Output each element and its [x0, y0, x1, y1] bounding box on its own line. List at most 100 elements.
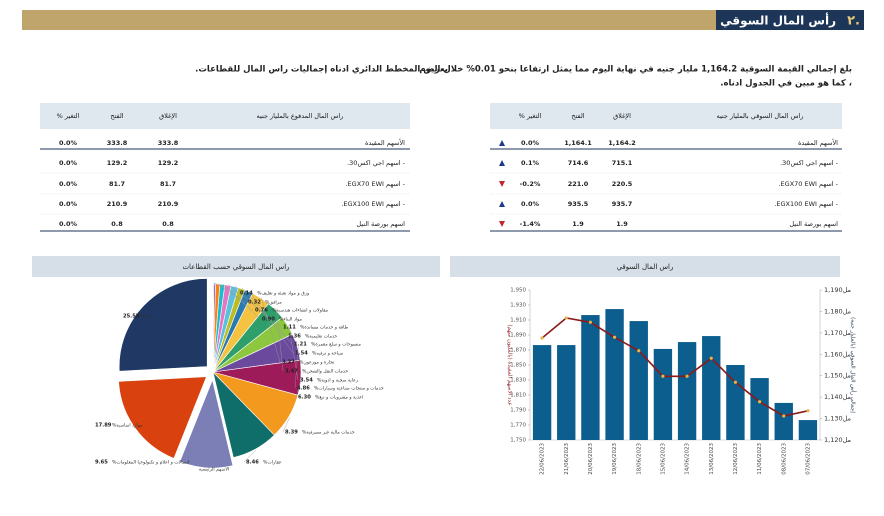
leader-line: [276, 309, 284, 372]
column-header: % التغير: [57, 112, 80, 120]
y-tick-label: 1,850: [510, 363, 526, 369]
pie-category-label: %رعاية صحية و ادوية: [317, 378, 358, 384]
chart-title-bar: [450, 256, 840, 277]
leader-line: [294, 346, 299, 389]
column-header: الإغلاق: [613, 112, 631, 120]
line-marker: [588, 320, 593, 324]
row-label: اسهم بورصة النيل: [789, 220, 838, 228]
cell: 0.0%: [59, 139, 78, 147]
change-arrow: [499, 160, 505, 166]
x-tick-label: 22/06/2023: [540, 443, 546, 475]
cell: 1,164.2: [608, 139, 636, 147]
pie-category-label: %عقارات: [263, 460, 282, 466]
pie-value-label: 0.14: [240, 291, 253, 297]
pie-slice: [212, 283, 215, 373]
x-tick-label: 07/06/2023: [805, 443, 811, 475]
cell: 0.8: [162, 220, 174, 228]
pie-value-label: 6.30: [298, 395, 311, 401]
y-tick-label: 1,790: [510, 408, 526, 414]
cell: 220.5: [612, 180, 633, 188]
intro-right: بلغ إجمالي القيمة السوقية 1,164.2 مليار …: [419, 65, 852, 75]
pie-category-label: %منسوجات و سلع معمرة: [311, 342, 361, 348]
line-marker: [733, 380, 738, 384]
line-marker: [540, 336, 544, 340]
x-tick-label: 12/06/2023: [733, 443, 739, 475]
cell: 935.7: [612, 200, 633, 208]
intro-left: يعرض المخطط الدائري ادناه إجماليات راس ا…: [195, 65, 448, 75]
pie-category-label: %اتصالات و اعلام و تكنولوجيا المعلومات: [112, 460, 189, 466]
pie-value-label: 1.21: [294, 342, 307, 348]
leader-line: [261, 297, 281, 363]
chart-title: راس المال السوقي حسب القطاعات: [182, 263, 289, 271]
pie-category-label: %موارد اساسية: [112, 423, 143, 429]
y-tick-label: 1,830: [510, 378, 526, 384]
intro-right: ، كما هو مبين في الجدول ادناه.: [720, 79, 852, 89]
pie-value-label: 3.37: [282, 360, 295, 366]
pie-value-label: 1.11: [283, 325, 296, 331]
line-marker: [709, 356, 713, 360]
cell: 129.2: [158, 159, 179, 167]
y-tick-label: 1,810: [510, 393, 526, 399]
y-tick-label: 1,890: [510, 333, 526, 339]
row-label: - اسهم EGX100 EWI.: [341, 200, 405, 208]
cell: -1.4%: [520, 220, 541, 228]
cell: 714.6: [568, 159, 589, 167]
pie-value-label: 17.89: [95, 423, 112, 429]
y2-tick-label: مل1,130: [824, 415, 851, 423]
x-tick-label: 14/06/2023: [685, 443, 691, 475]
cell: 1,164.1: [564, 139, 592, 147]
y-tick-label: 1,750: [510, 438, 526, 444]
leader-line: [248, 290, 294, 354]
y2-tick-label: مل1,160: [824, 350, 851, 358]
change-arrow: [499, 181, 505, 187]
y2-tick-label: مل1,180: [824, 307, 851, 315]
x-tick-label: 08/06/2023: [781, 443, 787, 475]
chart-title: راس المال السوقي: [617, 263, 674, 271]
line: [541, 317, 809, 417]
y-tick-label: 1,930: [510, 303, 526, 309]
leader-line: [282, 417, 290, 433]
x-tick-label: 11/06/2023: [757, 443, 763, 475]
cell: 210.9: [158, 200, 179, 208]
x-tick-label: 19/06/2023: [612, 443, 618, 475]
content: راس المال السوقي بالمليار جنيه الإغلاق الف…: [40, 103, 858, 475]
table-header-bg: [490, 103, 842, 129]
pie-category-label: %اغذية و مشروبات و تبغ: [315, 395, 363, 401]
table-header-bg: [40, 103, 410, 129]
pie-value-label: 0.76: [255, 308, 268, 314]
row-label: - اسهم اجي اكس30.: [347, 159, 406, 167]
leader-line: [227, 284, 282, 328]
row-label: اسهم بورصة النيل: [356, 220, 405, 228]
pie-value-label: 3.54: [300, 378, 313, 384]
leader-line: [295, 377, 302, 398]
pie-category-label: %سياحة و ترفيه: [312, 351, 343, 357]
bar: [581, 315, 600, 440]
leader-line: [243, 449, 257, 463]
bar: [677, 342, 697, 440]
cell: 333.8: [158, 139, 179, 147]
y2-tick-label: مل1,150: [824, 372, 851, 380]
y-axis-title: عدد الاسهم المقيدة (بالمليون سهم): [507, 324, 513, 405]
column-header: الإغلاق: [159, 112, 177, 120]
cell: 333.8: [107, 139, 128, 147]
y2-axis-title: إجمالي رأس المال السوقي (بالمليار جنيه): [850, 317, 858, 413]
pie-slice: [118, 376, 207, 459]
pie-category-label: %خدمات مالية غير مصرفية: [302, 430, 355, 436]
row-label: - اسهم EGX100 EWI.: [774, 200, 838, 208]
y-tick-label: 1,910: [510, 318, 526, 324]
y2-tick-label: مل1,140: [824, 393, 851, 401]
bar: [557, 345, 576, 440]
row-label: - اسهم EGX70 EWI.: [778, 180, 838, 188]
column-header: % التغير: [519, 112, 542, 120]
cell: 0.1%: [521, 159, 540, 167]
bar: [798, 420, 818, 440]
bar: [605, 309, 624, 440]
header-block: [716, 10, 864, 30]
cell: 0.8: [111, 220, 123, 228]
cell: 0.0%: [521, 200, 540, 208]
pie-value-label: 0.90: [262, 317, 275, 323]
pie-value-label: 1.54: [295, 351, 308, 357]
row-label: الأسهم المقيدة: [365, 138, 405, 147]
